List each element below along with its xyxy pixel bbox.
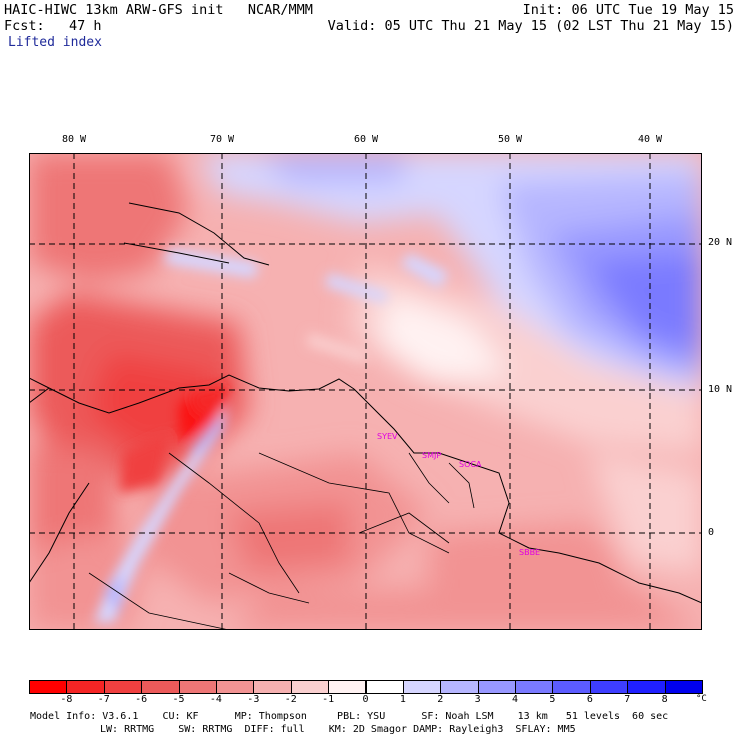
- colorbar-tick-label: -2: [284, 694, 297, 705]
- colorbar: [29, 680, 703, 694]
- colorbar-cell: [290, 680, 330, 694]
- lon-label-70w: 70 W: [209, 134, 235, 145]
- lon-label-50w: 50 W: [497, 134, 523, 145]
- station-smjp: SMJP: [422, 451, 442, 460]
- colorbar-cell: [103, 680, 143, 694]
- lat-label-0: 0: [708, 527, 715, 538]
- colorbar-tick-label: 1: [399, 694, 406, 705]
- colorbar-tick-label: 6: [586, 694, 593, 705]
- init-time: Init: 06 UTC Tue 19 May 15: [522, 2, 734, 18]
- colorbar-tick-label: 8: [661, 694, 668, 705]
- colorbar-cell: [402, 680, 442, 694]
- field-blobs: [29, 153, 702, 630]
- station-syev: SYEV: [377, 432, 398, 441]
- map-canvas: [29, 153, 702, 630]
- forecast-hour: Fcst: 47 h: [4, 18, 102, 34]
- model-info-line2: LW: RRTMG SW: RRTMG DIFF: full KM: 2D Sm…: [100, 724, 576, 735]
- colorbar-tick-label: 0: [362, 694, 369, 705]
- colorbar-tick-label: 5: [549, 694, 556, 705]
- lat-label-10n: 10 N: [708, 384, 733, 395]
- colorbar-cell: [253, 680, 292, 694]
- colorbar-cell: [29, 680, 68, 694]
- lat-label-20n: 20 N: [708, 237, 733, 248]
- colorbar-cell: [365, 680, 404, 694]
- colorbar-tick-label: -6: [135, 694, 148, 705]
- latlon-grid: [29, 153, 702, 630]
- lifted-index-map: SYEV SMJP SOCA SBBE: [29, 153, 702, 630]
- colorbar-cell: [66, 680, 105, 694]
- colorbar-cell: [440, 680, 479, 694]
- colorbar-cell: [178, 680, 217, 694]
- plot-title: HAIC-HIWC 13km ARW-GFS init NCAR/MMM: [4, 2, 313, 18]
- colorbar-cell: [215, 680, 255, 694]
- lon-label-80w: 80 W: [61, 134, 87, 145]
- colorbar-cell: [141, 680, 180, 694]
- colorbar-cell: [627, 680, 666, 694]
- field-details: [94, 248, 449, 623]
- colorbar-tick-label: 2: [437, 694, 444, 705]
- colorbar-tick-label: -4: [209, 694, 222, 705]
- station-sbbe: SBBE: [519, 548, 541, 557]
- colorbar-cell: [589, 680, 629, 694]
- colorbar-cell: [328, 680, 367, 694]
- colorbar-tick-label: -3: [247, 694, 260, 705]
- borders: [88, 452, 475, 630]
- colorbar-cell: [515, 680, 554, 694]
- colorbar-tick-label: 3: [474, 694, 481, 705]
- colorbar-tick-label: -8: [60, 694, 73, 705]
- colorbar-tick-label: -7: [97, 694, 110, 705]
- valid-time: Valid: 05 UTC Thu 21 May 15 (02 LST Thu …: [327, 18, 734, 34]
- colorbar-tick-label: -1: [322, 694, 335, 705]
- field-name: Lifted index: [8, 35, 102, 50]
- colorbar-cell: [477, 680, 517, 694]
- colorbar-cell: [664, 680, 703, 694]
- colorbar-tick-label: 4: [512, 694, 519, 705]
- colorbar-tick-label: -5: [172, 694, 185, 705]
- station-soca: SOCA: [459, 460, 482, 469]
- model-info-line1: Model Info: V3.6.1 CU: KF MP: Thompson P…: [30, 711, 669, 722]
- colorbar-tick-label: 7: [624, 694, 631, 705]
- lon-label-40w: 40 W: [637, 134, 663, 145]
- lon-label-60w: 60 W: [353, 134, 379, 145]
- colorbar-unit: °C: [696, 694, 707, 704]
- colorbar-cell: [552, 680, 591, 694]
